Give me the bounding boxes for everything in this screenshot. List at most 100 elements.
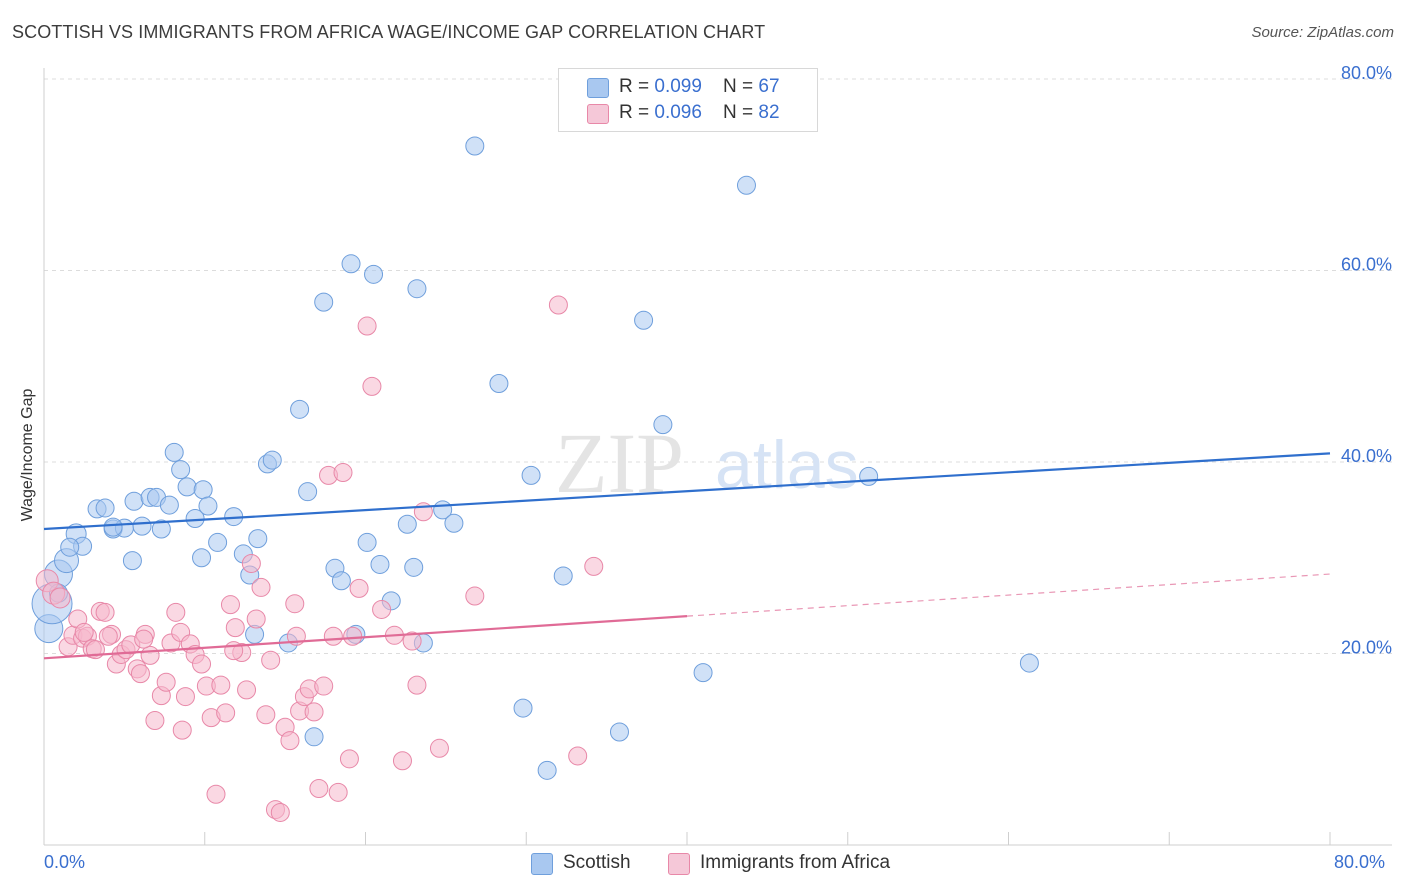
data-point <box>171 460 191 480</box>
data-point <box>429 738 449 758</box>
legend-text-scottish: R = 0.099 N = 67 <box>619 76 780 97</box>
data-point <box>309 779 329 799</box>
data-point <box>362 376 382 396</box>
data-point <box>343 626 363 646</box>
data-point <box>166 602 186 622</box>
source-label: Source: ZipAtlas.com <box>1251 24 1394 41</box>
data-point <box>177 477 197 497</box>
data-point <box>859 466 879 486</box>
data-point <box>208 532 228 552</box>
data-point <box>736 175 756 195</box>
data-point <box>132 516 152 536</box>
data-point <box>256 705 276 725</box>
data-point <box>198 496 218 516</box>
data-point <box>465 586 485 606</box>
data-point <box>49 587 71 609</box>
axes <box>43 68 1392 846</box>
y-tick-label: 60.0% <box>1341 255 1392 275</box>
data-point <box>95 602 115 622</box>
watermark-atlas: atlas <box>715 427 859 503</box>
y-tick-labels: 20.0% 40.0% 60.0% 80.0% <box>1341 63 1392 658</box>
data-point <box>248 529 268 549</box>
bottom-legend-label-africa: Immigrants from Africa <box>700 852 891 873</box>
data-point <box>280 731 300 751</box>
trend-line-scottish <box>43 452 1331 531</box>
data-point <box>584 556 604 576</box>
data-point <box>407 675 427 695</box>
trend-line-africa <box>43 615 688 660</box>
data-point <box>372 599 392 619</box>
data-point <box>270 802 290 822</box>
data-point <box>341 254 361 274</box>
data-point <box>103 517 123 537</box>
data-point <box>407 279 427 299</box>
data-point <box>304 727 324 747</box>
data-point <box>548 295 568 315</box>
data-point <box>328 782 348 802</box>
data-point <box>211 675 231 695</box>
data-points <box>31 136 1039 822</box>
data-point <box>444 513 464 533</box>
data-point <box>140 645 160 665</box>
data-point <box>193 480 213 500</box>
data-point <box>151 519 171 539</box>
chart-title: SCOTTISH VS IMMIGRANTS FROM AFRICA WAGE/… <box>12 22 766 42</box>
data-point <box>122 551 142 571</box>
data-point <box>304 702 324 722</box>
data-point <box>74 622 94 642</box>
data-point <box>568 746 588 766</box>
data-point <box>285 594 305 614</box>
data-point <box>164 442 184 462</box>
legend-swatch-scottish <box>587 78 609 98</box>
data-point <box>634 310 654 330</box>
data-point <box>224 641 244 661</box>
data-point <box>241 553 261 573</box>
data-point <box>134 629 154 649</box>
data-point <box>553 566 573 586</box>
bottom-legend-swatch-africa <box>668 853 690 875</box>
x-tick-label-min: 0.0% <box>44 852 86 872</box>
correlation-legend: R = 0.099 N = 67 R = 0.096 N = 82 <box>558 68 818 132</box>
data-point <box>95 498 115 518</box>
data-point <box>465 136 485 156</box>
data-point <box>145 711 165 731</box>
data-point <box>314 292 334 312</box>
data-point <box>60 537 80 557</box>
data-point <box>370 554 390 574</box>
data-point <box>172 720 192 740</box>
data-point <box>185 508 205 528</box>
data-point <box>246 609 266 629</box>
data-point <box>537 760 557 780</box>
data-point <box>98 626 118 646</box>
y-axis-label: Wage/Income Gap <box>19 388 36 522</box>
data-point <box>262 450 282 470</box>
data-point <box>225 618 245 638</box>
data-point <box>333 463 353 483</box>
data-point <box>220 595 240 615</box>
data-point <box>357 316 377 336</box>
x-tick-label-max: 80.0% <box>1334 852 1386 872</box>
data-point <box>489 373 509 393</box>
trend-line-africa-extrapolated <box>686 573 1331 617</box>
data-point <box>156 672 176 692</box>
data-point <box>1019 653 1039 673</box>
data-point <box>130 664 150 684</box>
data-point <box>159 495 179 515</box>
data-point <box>402 631 422 651</box>
data-point <box>349 578 369 598</box>
data-point <box>397 514 417 534</box>
data-point <box>175 687 195 707</box>
data-point <box>206 784 226 804</box>
data-point <box>216 703 236 723</box>
data-point <box>237 680 257 700</box>
y-tick-label: 80.0% <box>1341 63 1392 83</box>
data-point <box>653 415 673 435</box>
data-point <box>124 491 144 511</box>
data-point <box>251 577 271 597</box>
data-point <box>357 532 377 552</box>
series-scottish <box>31 136 1039 780</box>
data-point <box>392 751 412 771</box>
y-tick-label: 20.0% <box>1341 638 1392 658</box>
data-point <box>609 722 629 742</box>
